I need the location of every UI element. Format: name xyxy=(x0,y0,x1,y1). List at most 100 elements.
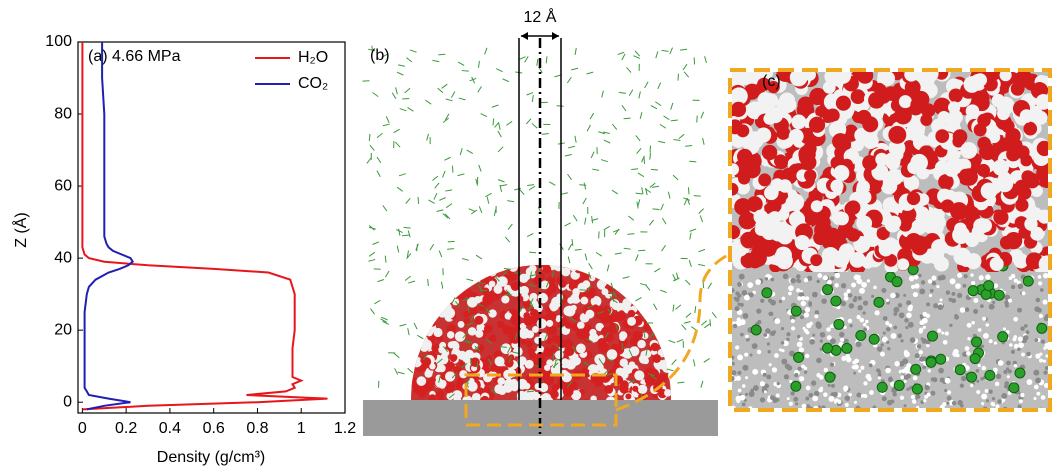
water-atom xyxy=(786,195,801,210)
substrate-atom xyxy=(887,400,892,405)
substrate-atom xyxy=(820,387,823,390)
substrate-atom xyxy=(760,397,765,402)
co2-molecule xyxy=(693,359,694,366)
substrate-atom xyxy=(960,384,964,388)
substrate-atom xyxy=(800,315,804,319)
water-atom xyxy=(458,284,465,291)
co2-atom xyxy=(791,306,801,316)
co2-molecule xyxy=(397,72,403,75)
substrate-atom xyxy=(806,386,811,391)
substrate-atom xyxy=(1041,340,1045,344)
co2-atom xyxy=(912,384,922,394)
substrate-atom xyxy=(755,279,761,285)
co2-molecule xyxy=(520,189,525,194)
substrate-atom xyxy=(1017,348,1020,351)
water-atom xyxy=(420,259,427,266)
substrate-atom xyxy=(834,283,838,287)
substrate-atom xyxy=(791,319,795,323)
co2-molecule xyxy=(471,358,472,365)
y-tick-label: 20 xyxy=(54,321,72,338)
substrate-atom xyxy=(765,277,768,280)
water-atom xyxy=(747,131,764,148)
co2-molecule xyxy=(427,134,429,141)
substrate-atom xyxy=(1018,337,1023,342)
substrate-atom xyxy=(804,278,808,282)
co2-molecule xyxy=(396,87,398,94)
water-atom xyxy=(946,115,958,127)
water-atom xyxy=(460,279,469,288)
co2-molecule xyxy=(590,113,593,119)
water-atom xyxy=(628,310,636,318)
water-atom xyxy=(814,221,832,239)
substrate-atom xyxy=(831,384,835,388)
co2-molecule xyxy=(479,61,480,68)
substrate-atom xyxy=(893,326,897,330)
water-atom xyxy=(833,165,849,181)
water-atom xyxy=(412,331,420,339)
co2-molecule xyxy=(583,198,586,204)
water-atom xyxy=(508,332,515,339)
substrate-atom xyxy=(1005,304,1009,308)
substrate-atom xyxy=(981,402,984,405)
co2-molecule xyxy=(689,161,696,162)
substrate-atom xyxy=(809,322,813,326)
substrate-atom xyxy=(776,398,780,402)
water-atom xyxy=(875,153,888,166)
co2-molecule xyxy=(662,50,669,51)
substrate-atom xyxy=(919,328,924,333)
co2-molecule xyxy=(428,279,429,286)
substrate-atom xyxy=(888,377,893,382)
substrate-atom xyxy=(1011,274,1015,278)
substrate-atom xyxy=(964,274,968,278)
co2-molecule xyxy=(505,237,510,242)
co2-molecule xyxy=(673,175,678,180)
substrate-atom xyxy=(786,332,790,336)
water-atom xyxy=(1034,111,1048,125)
water-atom xyxy=(981,183,998,200)
water-atom xyxy=(775,247,792,264)
substrate-atom xyxy=(1022,291,1026,295)
substrate-atom xyxy=(801,301,807,307)
co2-molecule xyxy=(698,249,705,251)
co2-molecule xyxy=(395,368,398,374)
substrate-atom xyxy=(985,274,990,279)
substrate-atom xyxy=(1036,298,1041,303)
substrate-atom xyxy=(996,374,1001,379)
substrate-atom xyxy=(982,366,987,371)
water-atom xyxy=(660,278,671,289)
substrate-atom xyxy=(1004,381,1009,386)
co2-molecule xyxy=(654,268,660,272)
substrate-atom xyxy=(919,288,925,294)
substrate-atom xyxy=(863,323,867,327)
water-atom xyxy=(448,341,455,348)
substrate-atom xyxy=(863,327,867,331)
co2-molecule xyxy=(633,56,639,59)
water-atom xyxy=(567,297,574,304)
water-atom xyxy=(949,88,963,102)
water-atom xyxy=(897,258,909,270)
water-atom xyxy=(662,348,671,357)
water-atom xyxy=(558,339,567,348)
water-atom xyxy=(601,327,611,337)
co2-atom xyxy=(892,277,902,287)
substrate-atom xyxy=(1036,392,1040,396)
substrate-atom xyxy=(733,324,737,328)
substrate-atom xyxy=(844,296,849,301)
co2-molecule xyxy=(441,282,442,289)
substrate-atom xyxy=(756,309,761,314)
water-atom xyxy=(638,384,648,394)
water-atom xyxy=(646,304,653,311)
water-atom xyxy=(404,318,415,329)
water-atom xyxy=(800,150,814,164)
substrate-atom xyxy=(1040,288,1044,292)
x-tick-label: 0.4 xyxy=(159,420,181,437)
substrate-atom xyxy=(947,390,951,394)
substrate-atom xyxy=(731,370,736,375)
substrate-atom xyxy=(1006,361,1011,366)
co2-atom xyxy=(1015,368,1025,378)
co2-molecule xyxy=(623,277,630,279)
substrate-atom xyxy=(770,278,774,282)
co2-molecule xyxy=(612,190,618,194)
water-atom xyxy=(659,278,666,285)
water-atom xyxy=(830,180,843,193)
